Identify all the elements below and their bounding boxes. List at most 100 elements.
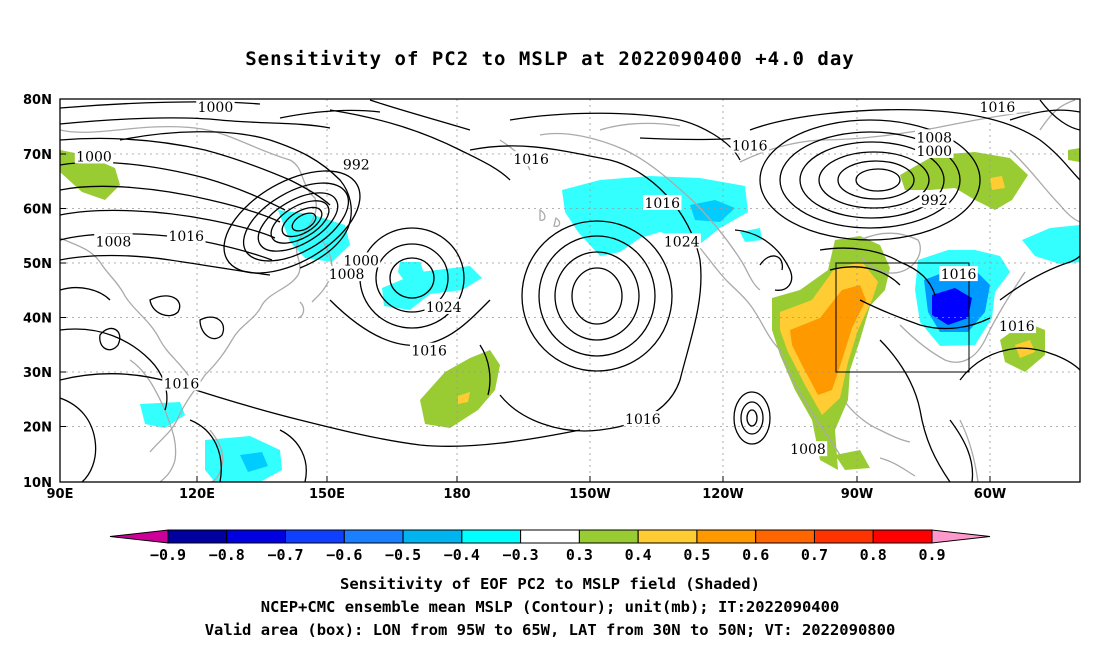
colorbar-label: 0.4 <box>625 546 652 564</box>
colorbar-label: 0.7 <box>801 546 828 564</box>
colorbar-segment <box>696 529 757 544</box>
lat-label: 10N <box>23 476 52 491</box>
contour-label: 1000 <box>76 149 112 165</box>
contour-label-background <box>915 129 954 145</box>
positive-shade-atlantic-core <box>1015 340 1035 358</box>
contour-label-background <box>643 194 682 210</box>
contour-label-background <box>511 151 551 167</box>
colorbar-label: 0.3 <box>566 546 593 564</box>
chart-title: Sensitivity of PC2 to MSLP at 2022090400… <box>245 48 855 70</box>
colorbar: −0.9 −0.8 −0.7 −0.6 −0.5 −0.4 −0.3 0.3 0.4 0.5 0.6… <box>109 529 991 564</box>
caption-contour: NCEP+CMC ensemble mean MSLP (Contour); u… <box>260 598 840 616</box>
colorbar-segment <box>402 529 463 544</box>
colorbar-label: −0.9 <box>150 546 186 564</box>
colorbar-label: 0.9 <box>918 546 945 564</box>
lat-label: 20N <box>23 421 52 436</box>
contour-label: 992 <box>921 193 948 209</box>
colorbar-segment <box>637 529 698 544</box>
lat-label: 40N <box>23 312 52 327</box>
negative-shade-alaska <box>562 176 748 256</box>
contour-label: 1016 <box>513 152 549 168</box>
contour-label-background <box>424 298 463 314</box>
contour-label-background <box>730 137 769 153</box>
contour-label-background <box>94 233 133 249</box>
contour-label-background <box>915 142 954 158</box>
contour-label: 1000 <box>198 100 234 116</box>
caption-shading: Sensitivity of EOF PC2 to MSLP field (Sh… <box>340 575 760 593</box>
contour-label: 1008 <box>329 267 365 283</box>
lat-label: 50N <box>23 257 52 272</box>
contour-label-background <box>327 266 366 282</box>
negative-shade-philippines-inner <box>240 452 268 472</box>
contour-label: 1008 <box>96 234 132 250</box>
lat-label: 30N <box>23 366 52 381</box>
colorbar-segment <box>167 529 228 544</box>
colorbar-segment <box>520 529 580 544</box>
contour-label: 1016 <box>980 100 1016 116</box>
colorbar-segment <box>343 529 404 544</box>
contour-label-background <box>167 227 206 243</box>
contour-label-background <box>162 375 201 391</box>
contour-label: 1016 <box>732 139 768 155</box>
contour-label: 1024 <box>664 234 700 250</box>
colorbar-label: −0.4 <box>444 546 480 564</box>
contour-label-background <box>74 148 114 164</box>
negative-shade-philippine-sea <box>140 402 185 428</box>
colorbar-high-end <box>931 529 991 544</box>
contour-label: 1016 <box>168 229 204 245</box>
positive-shade-pacific-subtropic <box>420 350 500 428</box>
contour-label: 1016 <box>411 344 447 360</box>
positive-shade-greenland-core <box>990 176 1005 190</box>
contour-label-background <box>409 342 449 358</box>
contour-label: 992 <box>343 158 370 174</box>
caption-valid-area: Valid area (box): LON from 95W to 65W, L… <box>204 621 896 639</box>
contour-label-background <box>788 441 828 457</box>
colorbar-label: −0.5 <box>385 546 421 564</box>
positive-shade-caribbean <box>835 450 870 470</box>
colorbar-segment <box>755 529 815 544</box>
negative-shade-labrador-sea <box>1022 225 1080 264</box>
colorbar-segment <box>461 529 522 544</box>
contour-label: 1016 <box>164 377 200 393</box>
lon-label: 150E <box>309 487 345 502</box>
contour-label: 1008 <box>916 130 952 146</box>
contour-label-background <box>341 252 381 268</box>
contour-label-background <box>997 318 1037 334</box>
valid-area-box <box>835 262 970 373</box>
longitude-labels: 90E 120E 150E 180 150W 120W 90W 60W <box>47 487 1007 502</box>
lon-label: 90W <box>841 487 873 502</box>
positive-shade-greenland <box>900 152 1028 210</box>
positive-shade-north-america-core <box>790 285 866 395</box>
contour-label: 1008 <box>790 442 826 458</box>
lon-label: 90E <box>47 487 74 502</box>
colorbar-low-end <box>109 529 169 544</box>
lon-label: 120E <box>179 487 215 502</box>
positive-shade-arctic-east <box>1068 148 1080 162</box>
lon-label: 120W <box>702 487 743 502</box>
contour-label: 1016 <box>941 267 977 283</box>
axis-ticks <box>60 98 991 483</box>
contour-label-background <box>662 233 701 249</box>
lat-label: 80N <box>23 93 52 108</box>
lon-label: 180 <box>443 487 470 502</box>
negative-shade-alaska-inner <box>690 200 735 222</box>
lat-label: 60N <box>23 203 52 218</box>
lat-label: 70N <box>23 148 52 163</box>
negative-shade-new-england-core <box>932 288 972 325</box>
contour-label-background <box>341 156 372 172</box>
colorbar-label: 0.6 <box>742 546 769 564</box>
colorbar-label: −0.6 <box>326 546 362 564</box>
lon-label: 60W <box>974 487 1006 502</box>
negative-shade-pacific-central <box>382 266 482 310</box>
colorbar-segment <box>285 529 345 544</box>
lon-label: 150W <box>569 487 610 502</box>
colorbar-label: −0.3 <box>503 546 539 564</box>
contour-label-background <box>939 266 978 282</box>
latitude-labels: 80N 70N 60N 50N 40N 30N 20N 10N <box>23 93 52 491</box>
colorbar-segment <box>813 529 874 544</box>
colorbar-label: 0.8 <box>860 546 887 564</box>
contour-label: 1000 <box>916 144 952 160</box>
contour-label: 1016 <box>644 196 680 212</box>
